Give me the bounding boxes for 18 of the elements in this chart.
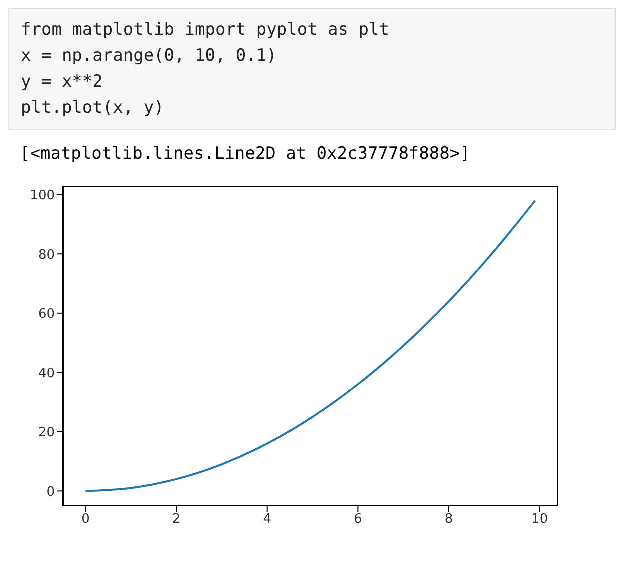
- y-tick-label: 100: [30, 188, 55, 204]
- x-tick-label: 0: [82, 512, 90, 528]
- x-tick-label: 4: [263, 512, 272, 528]
- x-tick-label: 6: [354, 512, 362, 528]
- y-tick-label: 20: [38, 426, 55, 441]
- x-tick-label: 10: [532, 512, 548, 528]
- y-tick-label: 40: [38, 366, 55, 382]
- x-tick-label: 2: [172, 512, 181, 528]
- text: x = np.arange(0, 10, 0.1): [21, 45, 278, 68]
- y-tick-label: 60: [38, 307, 55, 322]
- y-tick-label: 80: [38, 248, 55, 263]
- x-tick-label: 8: [444, 512, 454, 528]
- y-tick-label: 0: [46, 484, 55, 500]
- text: from matplotlib import pyplot as plt: [21, 19, 390, 42]
- line-series: [84, 200, 536, 492]
- text: [<matplotlib.lines.Line2D at 0x2c37778f888>]: [20, 144, 472, 164]
- text: y = x**2: [21, 71, 104, 94]
- text: plt.plot(x, y): [21, 97, 166, 120]
